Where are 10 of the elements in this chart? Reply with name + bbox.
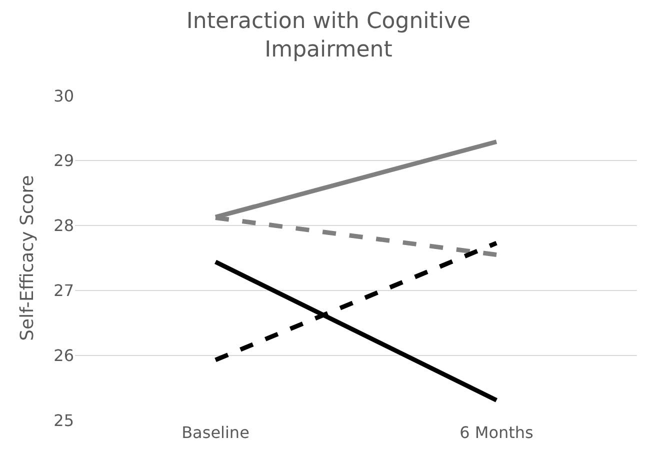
y-tick-label: 29 bbox=[54, 151, 74, 170]
y-tick-label: 26 bbox=[54, 346, 74, 366]
y-tick-label: 27 bbox=[54, 281, 74, 300]
y-tick-label: 28 bbox=[54, 216, 74, 236]
y-tick-label: 30 bbox=[54, 86, 74, 106]
x-tick-label: Baseline bbox=[182, 423, 250, 442]
x-tick-label: 6 Months bbox=[460, 423, 534, 442]
y-axis-title: Self-Efficacy Score bbox=[16, 175, 38, 341]
y-tick-label: 25 bbox=[54, 410, 74, 430]
chart-title: Interaction with Cognitive Impairment bbox=[186, 8, 471, 63]
